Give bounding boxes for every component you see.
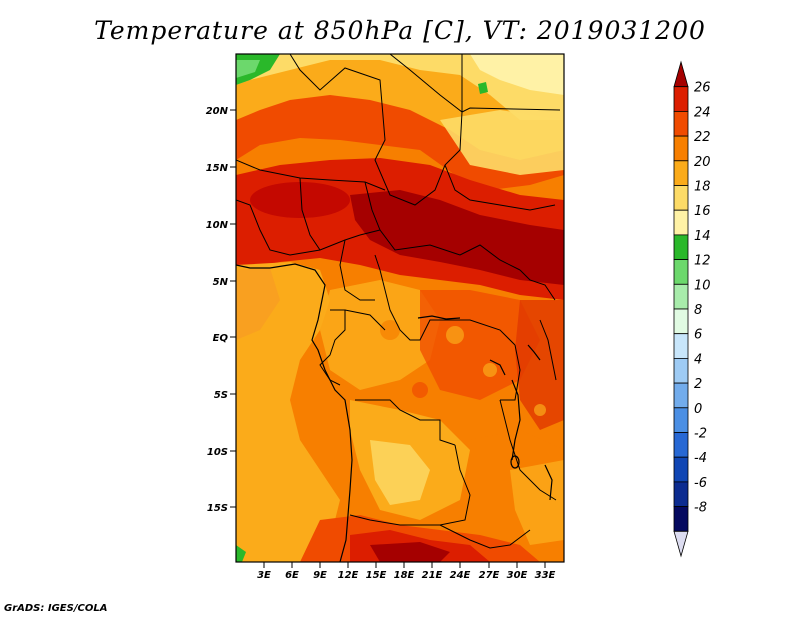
colorbar-swatch xyxy=(673,481,689,507)
lon-tick-21e: 21E xyxy=(422,562,443,581)
lat-tick-eq: EQ xyxy=(213,333,236,344)
lon-label: 33E xyxy=(535,570,556,581)
lon-label: 30E xyxy=(507,570,528,581)
colorbar-label: 24 xyxy=(694,105,711,120)
lon-tick-6e: 6E xyxy=(285,562,299,581)
lat-label: 15N xyxy=(206,163,229,174)
colorbar-label: 2 xyxy=(694,377,702,392)
lon-label: 6E xyxy=(285,570,299,581)
lon-tick-33e: 33E xyxy=(535,562,556,581)
colorbar-label: 18 xyxy=(694,180,711,195)
lon-tick-12e: 12E xyxy=(338,562,359,581)
colorbar-swatch xyxy=(673,135,689,162)
colorbar-swatch xyxy=(673,259,689,285)
lon-label: 12E xyxy=(338,570,359,581)
colorbar-label: -8 xyxy=(694,501,707,516)
lon-label: 27E xyxy=(479,570,500,581)
colorbar-swatch xyxy=(673,382,689,409)
lat-label: 10N xyxy=(206,220,229,231)
colorbar-swatch xyxy=(673,86,689,112)
colorbar-label: 8 xyxy=(694,303,702,318)
colorbar-swatch xyxy=(673,160,689,186)
colorbar-swatch xyxy=(673,506,689,532)
lat-tick-20n: 20N xyxy=(206,106,236,117)
latitude-axis: 20N 15N 10N 5N EQ 5S 10S 15S xyxy=(206,106,236,514)
lat-tick-10s: 10S xyxy=(207,447,236,458)
colorbar-label: 4 xyxy=(694,352,702,367)
colorbar-label: 0 xyxy=(694,402,702,417)
map-frame xyxy=(235,53,565,563)
lat-label: EQ xyxy=(213,333,229,344)
colorbar-label: 14 xyxy=(694,229,711,244)
map-title: Temperature at 850hPa [C], VT: 201903120… xyxy=(94,16,706,45)
lon-label: 9E xyxy=(313,570,327,581)
colorbar-swatch xyxy=(673,60,689,88)
colorbar-swatch xyxy=(673,111,689,137)
colorbar-swatch xyxy=(673,407,689,433)
lon-label: 15E xyxy=(366,570,387,581)
lon-tick-27e: 27E xyxy=(479,562,500,581)
colorbar-swatch xyxy=(673,432,689,458)
longitude-axis: 3E 6E 9E 12E 15E 18E 21E 24E 27E 30E 33E xyxy=(257,562,556,581)
colorbar-swatch xyxy=(673,357,689,384)
colorbar-swatch xyxy=(673,530,689,558)
lat-tick-15s: 15S xyxy=(207,503,236,514)
lon-tick-18e: 18E xyxy=(394,562,415,581)
lat-label: 15S xyxy=(207,503,228,514)
lon-tick-9e: 9E xyxy=(313,562,327,581)
lat-label: 10S xyxy=(207,447,228,458)
colorbar-label: 26 xyxy=(694,81,711,96)
colorbar-swatch xyxy=(673,234,689,260)
lat-tick-10n: 10N xyxy=(206,220,236,231)
lon-tick-30e: 30E xyxy=(507,562,528,581)
colorbar-swatch xyxy=(673,209,689,236)
colorbar-label: 22 xyxy=(694,130,711,145)
colorbar-swatch xyxy=(673,283,689,310)
colorbar-label: 6 xyxy=(694,328,702,343)
lat-tick-5n: 5N xyxy=(213,277,236,288)
lon-tick-15e: 15E xyxy=(366,562,387,581)
colorbar-label: 10 xyxy=(694,278,711,293)
lon-label: 24E xyxy=(450,570,471,581)
lat-label: 5S xyxy=(214,390,228,401)
lat-label: 20N xyxy=(206,106,229,117)
colorbar-swatch xyxy=(673,308,689,335)
colorbar-label: 12 xyxy=(694,254,711,269)
colorbar-label: -2 xyxy=(694,427,707,442)
colorbar-label: -4 xyxy=(694,451,707,466)
grads-credit: GrADS: IGES/COLA xyxy=(4,603,108,614)
lat-label: 5N xyxy=(213,277,229,288)
lat-tick-5s: 5S xyxy=(214,390,236,401)
colorbar-label: 16 xyxy=(694,204,711,219)
lon-label: 3E xyxy=(257,570,271,581)
lat-tick-15n: 15N xyxy=(206,163,236,174)
colorbar-swatch xyxy=(673,333,689,359)
lon-tick-24e: 24E xyxy=(450,562,471,581)
lon-label: 18E xyxy=(394,570,415,581)
colorbar-label: 20 xyxy=(694,155,711,170)
lon-tick-3e: 3E xyxy=(257,562,271,581)
colorbar-swatch xyxy=(673,185,689,211)
colorbar-swatch xyxy=(673,456,689,483)
temperature-field xyxy=(236,54,564,562)
colorbar-label: -6 xyxy=(694,476,707,491)
lon-label: 21E xyxy=(422,570,443,581)
